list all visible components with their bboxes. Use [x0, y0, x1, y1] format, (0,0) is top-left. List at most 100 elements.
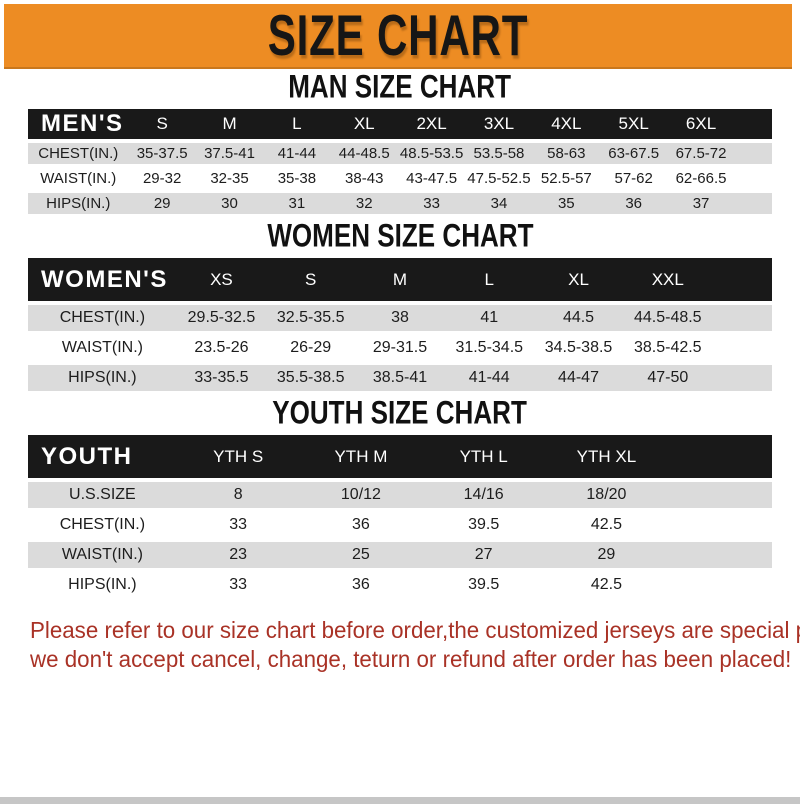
size-value: 42.5: [545, 572, 668, 598]
size-value: 33-35.5: [176, 365, 267, 391]
column-header: YTH L: [422, 435, 546, 478]
disclaimer-line-1-text: Please refer to our size chart before or…: [30, 617, 800, 643]
table-label: YOUTH: [28, 435, 177, 478]
size-value: 27: [422, 542, 546, 568]
size-value: 57-62: [600, 168, 668, 189]
size-value: 44-48.5: [330, 143, 398, 164]
column-header: XS: [176, 258, 267, 301]
column-header: L: [263, 109, 331, 139]
bottom-edge-strip: [0, 797, 800, 804]
size-value: 18/20: [545, 482, 668, 508]
disclaimer: Please refer to our size chart before or…: [30, 616, 800, 674]
row-label: U.S.SIZE: [28, 482, 177, 508]
size-value: 37.5-41: [195, 143, 264, 164]
men-heading-text: MAN SIZE CHART: [288, 68, 512, 105]
size-value: 43-47.5: [397, 168, 466, 189]
spacer-cell: [712, 335, 772, 361]
row-label: CHEST(IN.): [28, 305, 177, 331]
size-value: 33: [397, 193, 466, 214]
size-value: 34.5-38.5: [533, 335, 624, 361]
table-label: MEN'S: [28, 109, 129, 139]
size-value: 38: [355, 305, 445, 331]
header-row: MEN'S S M L XL 2XL 3XL 4XL 5XL 6XL: [28, 109, 772, 139]
size-value: 33: [176, 572, 300, 598]
column-header: XXL: [623, 258, 713, 301]
size-value: 10/12: [299, 482, 423, 508]
size-value: 41-44: [444, 365, 534, 391]
women-heading-text: WOMEN SIZE CHART: [266, 217, 534, 254]
size-value: 48.5-53.5: [397, 143, 466, 164]
column-header: 3XL: [465, 109, 533, 139]
youth-size-table: YOUTH YTH S YTH M YTH L YTH XL U.S.SIZE 8 10/12…: [28, 431, 772, 602]
row-label: HIPS(IN.): [28, 365, 177, 391]
women-section: WOMEN SIZE CHART WOMEN'S XS S M L XL XXL CHEST(…: [0, 217, 800, 395]
row-label: HIPS(IN.): [28, 572, 177, 598]
size-value: 36: [299, 512, 423, 538]
size-value: 39.5: [422, 512, 546, 538]
men-section: MAN SIZE CHART MEN'S S M L XL 2XL 3XL 4XL 5XL 6XL…: [0, 68, 800, 218]
youth-heading-text: YOUTH SIZE CHART: [272, 394, 528, 431]
size-value: 25: [299, 542, 423, 568]
table-row: U.S.SIZE 8 10/12 14/16 18/20: [28, 482, 772, 508]
size-value: 14/16: [422, 482, 546, 508]
size-value: 41: [444, 305, 534, 331]
size-value: 47.5-52.5: [465, 168, 533, 189]
size-value: 30: [195, 193, 264, 214]
size-value: 33: [176, 512, 300, 538]
size-value: 23: [176, 542, 300, 568]
column-header: XL: [533, 258, 624, 301]
women-size-table: WOMEN'S XS S M L XL XXL CHEST(IN.) 29.5-32.5 32.5…: [28, 254, 772, 395]
row-label: WAIST(IN.): [28, 168, 129, 189]
spacer-cell: [667, 482, 772, 508]
table-row: WAIST(IN.) 23 25 27 29: [28, 542, 772, 568]
disclaimer-line-1: Please refer to our size chart before or…: [30, 616, 800, 645]
size-value: 29.5-32.5: [176, 305, 267, 331]
size-value: 31: [263, 193, 331, 214]
table-row: HIPS(IN.) 29 30 31 32 33 34 35 36 37: [28, 193, 772, 214]
size-value: 8: [176, 482, 300, 508]
size-value: 36: [600, 193, 668, 214]
size-value: 34: [465, 193, 533, 214]
size-value: 67.5-72: [667, 143, 735, 164]
size-value: 35.5-38.5: [266, 365, 356, 391]
spacer-cell: [734, 143, 772, 164]
row-label: HIPS(IN.): [28, 193, 129, 214]
table-row: CHEST(IN.) 29.5-32.5 32.5-35.5 38 41 44.5 44.5…: [28, 305, 772, 331]
size-value: 52.5-57: [532, 168, 600, 189]
size-value: 38.5-42.5: [623, 335, 713, 361]
size-value: 23.5-26: [176, 335, 267, 361]
spacer-cell: [712, 258, 772, 301]
size-value: 29-32: [128, 168, 196, 189]
size-value: 62-66.5: [667, 168, 735, 189]
column-header: YTH S: [176, 435, 300, 478]
size-value: 44.5: [533, 305, 624, 331]
spacer-cell: [667, 572, 772, 598]
disclaimer-line-2: we don't accept cancel, change, teturn o…: [30, 645, 800, 674]
table-row: CHEST(IN.) 33 36 39.5 42.5: [28, 512, 772, 538]
size-value: 35-38: [263, 168, 331, 189]
row-label: WAIST(IN.): [28, 542, 177, 568]
table-row: CHEST(IN.) 35-37.5 37.5-41 41-44 44-48.5 48.5…: [28, 143, 772, 164]
men-section-heading: MAN SIZE CHART: [0, 68, 800, 105]
column-header: L: [444, 258, 534, 301]
size-value: 44-47: [533, 365, 624, 391]
column-header: 5XL: [600, 109, 668, 139]
size-value: 32-35: [195, 168, 264, 189]
spacer-cell: [734, 109, 772, 139]
disclaimer-line-2-text: we don't accept cancel, change, teturn o…: [30, 646, 792, 672]
size-value: 47-50: [623, 365, 713, 391]
size-value: 29-31.5: [355, 335, 445, 361]
size-value: 58-63: [532, 143, 600, 164]
column-header: 2XL: [397, 109, 466, 139]
column-header: S: [128, 109, 196, 139]
size-value: 41-44: [263, 143, 331, 164]
size-value: 29: [545, 542, 668, 568]
row-label: CHEST(IN.): [28, 512, 177, 538]
size-value: 39.5: [422, 572, 546, 598]
spacer-cell: [734, 168, 772, 189]
spacer-cell: [712, 365, 772, 391]
size-chart-banner: SIZE CHART: [4, 4, 792, 69]
spacer-cell: [667, 512, 772, 538]
row-label: WAIST(IN.): [28, 335, 177, 361]
size-value: 63-67.5: [600, 143, 668, 164]
